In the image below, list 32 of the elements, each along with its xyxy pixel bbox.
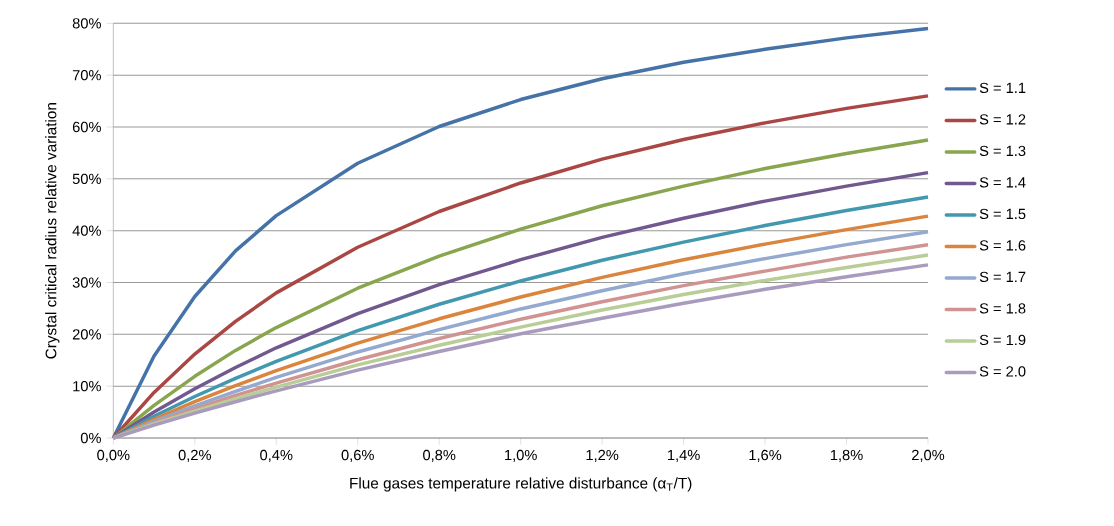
y-tick-label: 70% [72, 69, 101, 81]
legend-label: S = 1.4 [979, 177, 1026, 188]
legend-label: S = 1.7 [979, 271, 1026, 283]
x-tick-label: 0,4% [260, 449, 293, 462]
x-axis-title: Flue gases temperature relative disturbance (α$_{T}$/T) [350, 477, 692, 492]
x-tick-label: 1,0% [505, 449, 537, 462]
x-tick-label: 0,8% [423, 449, 456, 462]
x-tick-label: 1,8% [830, 449, 863, 462]
y-tick-label: 80% [72, 18, 101, 29]
x-tick-label: 0,2% [178, 449, 211, 462]
y-tick-label: 30% [72, 277, 101, 288]
y-tick-label: 20% [72, 329, 101, 340]
x-tick-label: 1,2% [586, 449, 619, 462]
x-tick-label: 2,0% [912, 449, 945, 462]
legend-label: S = 1.9 [979, 334, 1026, 346]
y-tick-label: 0% [80, 432, 101, 444]
x-tick-label: 0,0% [97, 449, 130, 462]
legend-label: S = 1.6 [979, 240, 1026, 251]
x-tick-label: 1,4% [668, 449, 700, 462]
y-tick-label: 60% [72, 121, 101, 133]
legend-label: S = 2.0 [979, 366, 1026, 377]
x-tick-label: 0,6% [341, 449, 374, 462]
x-tick-label: 1,6% [749, 449, 782, 462]
y-tick-label: 50% [72, 173, 101, 185]
y-axis-title: Crystal critical radius relative variation [45, 103, 60, 359]
legend-label: S = 1.5 [979, 208, 1026, 220]
y-tick-label: 10% [73, 380, 101, 392]
y-tick-label: 40% [72, 225, 101, 236]
legend-label: S = 1.3 [979, 145, 1026, 157]
legend-label: S = 1.2 [979, 114, 1026, 125]
legend-label: S = 1.1 [979, 82, 1026, 94]
legend-label: S = 1.8 [979, 303, 1026, 314]
